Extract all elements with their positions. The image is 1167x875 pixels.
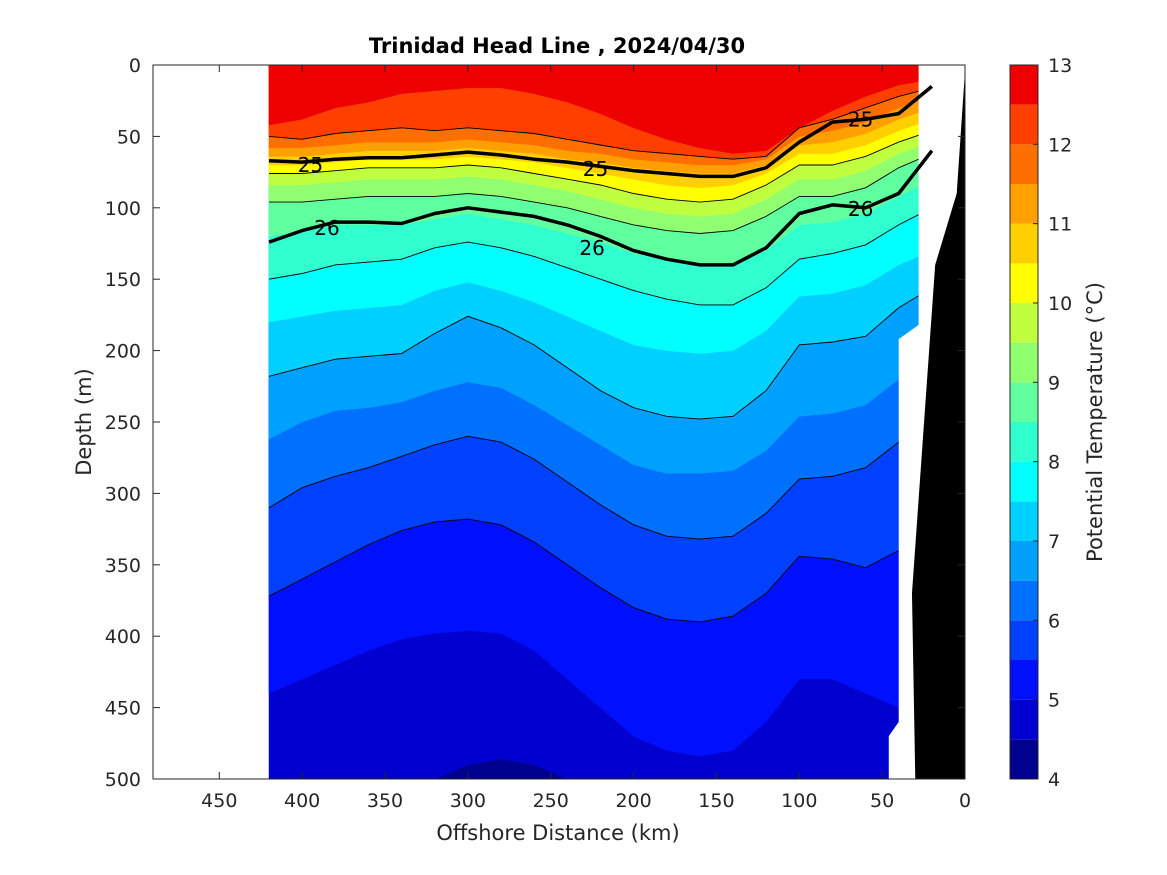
colorbar-swatch [1010, 699, 1038, 740]
colorbar-swatch [1010, 580, 1038, 621]
colorbar: 4 5 6 7 8 9 10 11 12 13 [1009, 55, 1072, 791]
isotherm-line-6 [268, 413, 933, 540]
isotherm-line-9 [269, 153, 933, 234]
x-tick-label: 200 [615, 790, 651, 812]
isotherm-line-5.5 [268, 518, 933, 623]
colorbar-tick-label: 7 [1048, 531, 1060, 553]
y-tick-label: 100 [105, 198, 141, 220]
colorbar-swatch [1010, 620, 1038, 660]
colorbar-tick-label: 13 [1048, 55, 1072, 77]
contour-label-25: 25 [298, 153, 323, 177]
colorbar-tick-label: 6 [1048, 610, 1060, 632]
x-tick-label: 250 [533, 790, 569, 812]
y-axis-ticks: 0 50 100 150 200 250 300 350 400 450 500 [105, 55, 965, 791]
temperature-contour-lines [268, 87, 933, 623]
y-tick-label: 500 [105, 769, 141, 791]
colorbar-tick-label: 11 [1048, 214, 1072, 236]
y-axis-label: Depth (m) [72, 368, 96, 475]
x-tick-label: 100 [781, 790, 817, 812]
x-axis-label: Offshore Distance (km) [436, 821, 679, 845]
temperature-band-12.5 [268, 64, 933, 154]
density-contour-25 [268, 85, 934, 179]
isotherm-line-10 [269, 130, 933, 203]
colorbar-swatch [1010, 660, 1038, 700]
contour-label-25: 25 [848, 107, 873, 131]
colorbar-swatch [1010, 461, 1038, 502]
contour-label-25: 25 [583, 157, 608, 181]
density-contour-26 [268, 149, 934, 267]
colorbar-swatch [1010, 541, 1038, 581]
colorbar-swatch [1010, 739, 1038, 779]
x-tick-label: 450 [201, 790, 237, 812]
colorbar-frame [1009, 64, 1039, 780]
density-contour-labels: 25 25 25 26 26 26 [298, 107, 874, 260]
colorbar-swatch [1010, 184, 1038, 224]
x-tick-label: 150 [698, 790, 734, 812]
contour-label-26: 26 [579, 236, 604, 260]
y-tick-label: 450 [105, 698, 141, 720]
colorbar-tick-label: 5 [1048, 690, 1060, 712]
isotherm-line-12 [268, 87, 933, 160]
x-tick-label: 300 [450, 790, 486, 812]
density-contour-lines [268, 85, 934, 267]
isotherm-line-7 [268, 287, 933, 420]
x-axis-ticks: 450 400 350 300 250 200 150 100 50 0 [201, 65, 971, 812]
y-tick-label: 400 [105, 626, 141, 648]
colorbar-swatch [1010, 144, 1038, 184]
colorbar-swatch [1010, 65, 1038, 105]
y-tick-label: 150 [105, 269, 141, 291]
isotherm-line-8 [268, 207, 933, 306]
colorbar-swatch [1010, 303, 1038, 343]
y-tick-label: 0 [129, 55, 141, 77]
seafloor [911, 70, 965, 780]
colorbar-swatch [1010, 501, 1038, 541]
x-tick-label: 350 [367, 790, 403, 812]
x-tick-label: 400 [284, 790, 320, 812]
colorbar-swatch [1010, 342, 1038, 383]
colorbar-tick-label: 10 [1048, 293, 1072, 315]
y-tick-label: 350 [105, 555, 141, 577]
y-tick-label: 300 [105, 483, 141, 505]
colorbar-tick-label: 8 [1048, 452, 1060, 474]
colorbar-tick-label: 9 [1048, 372, 1060, 394]
colorbar-tick-label: 12 [1048, 134, 1072, 156]
contour-label-26: 26 [314, 216, 339, 240]
colorbar-swatch [1010, 223, 1038, 264]
colorbar-swatch [1010, 104, 1038, 145]
y-tick-label: 250 [105, 412, 141, 434]
y-tick-label: 200 [105, 341, 141, 363]
colorbar-swatch [1010, 382, 1038, 422]
chart-title: Trinidad Head Line , 2024/04/30 [369, 34, 745, 58]
colorbar-swatch [1010, 422, 1038, 462]
colorbar-tick-label: 4 [1048, 769, 1060, 791]
colorbar-swatch [1010, 263, 1038, 303]
seafloor-mask [888, 65, 965, 780]
x-tick-label: 0 [959, 790, 971, 812]
y-tick-label: 50 [117, 126, 141, 148]
x-tick-label: 50 [870, 790, 894, 812]
colorbar-label: Potential Temperature (°C) [1083, 282, 1107, 562]
contour-label-26: 26 [848, 197, 873, 221]
